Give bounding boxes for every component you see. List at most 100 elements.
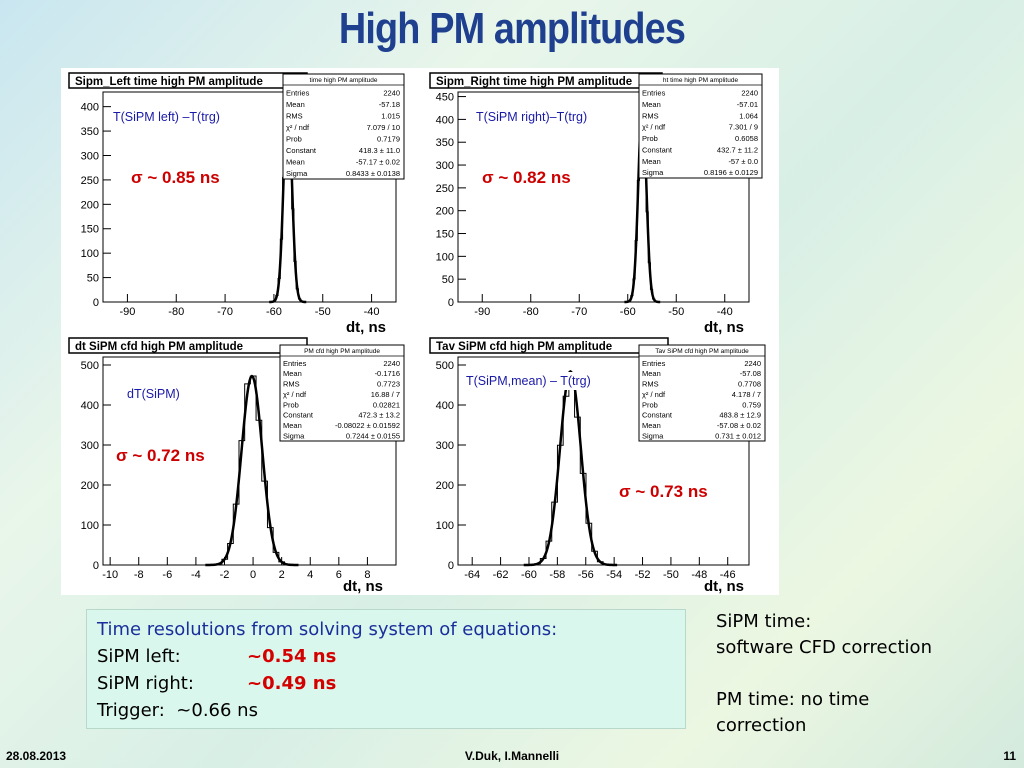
stats-key: Prob [283,400,299,409]
result-label: SiPM left: [97,646,181,667]
y-tick-label: 400 [81,102,99,114]
stats-value: -57.18 [379,100,400,109]
x-tick-label: -46 [720,569,736,581]
x-tick-label: -40 [364,306,380,318]
slide-title: High PM amplitudes [338,4,686,53]
stats-key: Mean [286,100,305,109]
stats-key: Sigma [286,169,308,178]
x-tick-label: -50 [663,569,679,581]
label-box [123,385,190,403]
y-tick-label: 400 [81,400,99,412]
stats-title: PM cfd high PM amplitude [304,348,380,355]
y-tick-label: 250 [81,175,99,187]
stats-value: 2240 [383,359,400,368]
y-tick-label: 350 [81,126,99,138]
x-tick-label: -60 [521,569,537,581]
y-tick-label: 400 [436,400,454,412]
stats-value: 0.02821 [373,400,400,409]
stats-key: Constant [286,146,317,155]
stats-value: -57.08 ± 0.02 [717,421,761,430]
stats-key: χ² / ndf [283,390,307,399]
difference-label: T(SiPM right)–T(trg) [476,110,587,124]
y-tick-label: 400 [436,114,454,126]
stats-value: 483.8 ± 12.9 [719,411,761,420]
y-tick-label: 200 [81,480,99,492]
x-tick-label: -52 [635,569,651,581]
x-tick-label: -50 [315,306,331,318]
plot-title: Tav SiPM cfd high PM amplitude [436,341,612,353]
stats-key: Mean [283,369,302,378]
stats-key: χ² / ndf [286,123,310,132]
result-row: SiPM right: ~0.49 ns [97,670,685,697]
x-tick-label: -62 [493,569,509,581]
stats-value: 0.7723 [377,380,400,389]
stats-value: 0.7244 ± 0.0155 [346,431,400,440]
x-tick-label: -54 [606,569,622,581]
y-tick-label: 300 [436,160,454,172]
stats-title: Tav SiPM cfd high PM amplitude [655,348,749,355]
result-row: Trigger: ~0.66 ns [97,697,685,724]
footer-page-number: 11 [1003,749,1016,763]
y-tick-label: 0 [93,560,99,572]
y-tick-label: 300 [81,440,99,452]
y-tick-label: 0 [93,297,99,309]
stats-value: -57.08 [740,369,761,378]
stats-key: Prob [642,400,658,409]
stats-value: -57.01 [737,100,758,109]
stats-key: χ² / ndf [642,123,666,132]
stats-key: Constant [642,411,673,420]
stats-key: Sigma [283,431,305,440]
histogram-tav-sipm: 0 100 200 300 400 500 -64 -62 -60 -58 -56 -54 -52 -50… [429,337,766,595]
x-tick-label: 0 [250,569,256,581]
stats-key: Mean [286,158,305,167]
y-tick-label: 300 [436,440,454,452]
x-tick-label: 8 [364,569,370,581]
stats-value: 0.7708 [738,380,761,389]
stats-value: 7.301 / 9 [729,123,758,132]
y-tick-label: 100 [436,520,454,532]
y-tick-label: 450 [436,92,454,104]
stats-key: RMS [642,380,659,389]
footer-date: 28.08.2013 [6,749,67,763]
y-tick-label: 100 [436,251,454,263]
x-tick-label: -90 [474,306,490,318]
x-axis-label: dt, ns [343,578,383,595]
stats-value: 1.015 [381,112,400,121]
stats-key: Prob [642,134,658,143]
plot-title: Sipm_Left time high PM amplitude [75,76,263,88]
y-tick-label: 0 [448,560,454,572]
y-tick-label: 50 [442,274,454,286]
stats-value: -57 ± 0.0 [728,157,758,166]
sigma-annotation: σ ~ 0.82 ns [482,168,571,187]
y-tick-label: 150 [436,229,454,241]
histogram-sipm-right: 0 50 100 150 200 250 300 350 400 450 -90 -80 -70 -60 -… [429,72,763,336]
stats-value: -0.08022 ± 0.01592 [335,421,400,430]
x-axis-label: dt, ns [346,319,386,336]
stats-value: 2240 [383,89,400,98]
y-tick-label: 200 [81,199,99,211]
y-tick-label: 200 [436,206,454,218]
stats-value: 418.3 ± 11.0 [359,146,400,155]
stats-key: RMS [283,380,300,389]
stats-value: -57.17 ± 0.02 [356,158,400,167]
y-tick-label: 500 [436,360,454,372]
x-tick-label: 4 [307,569,313,581]
stats-key: Entries [642,359,666,368]
x-tick-label: -58 [549,569,565,581]
stats-key: Constant [642,145,673,154]
stats-title: ht time high PM amplitude [663,77,739,84]
histogram-dt-sipm: 0 100 200 300 400 500 -10 -8 -6 -4 -2 0 2 4 6 8 dt SiPM … [68,337,405,595]
result-label: SiPM right: [97,673,194,694]
result-label: Trigger: [97,700,165,721]
x-tick-label: -70 [571,306,587,318]
x-tick-label: 6 [336,569,342,581]
footer-authors: V.Duk, I.Mannelli [464,749,560,763]
label-box [109,108,261,126]
x-axis-label: dt, ns [704,319,744,336]
stats-key: Mean [642,421,661,430]
plot-title: dt SiPM cfd high PM amplitude [75,341,243,353]
stats-key: RMS [642,111,659,120]
stats-value: 2240 [741,89,758,98]
stats-value: 0.731 ± 0.012 [715,431,761,440]
stats-key: Entries [283,359,307,368]
